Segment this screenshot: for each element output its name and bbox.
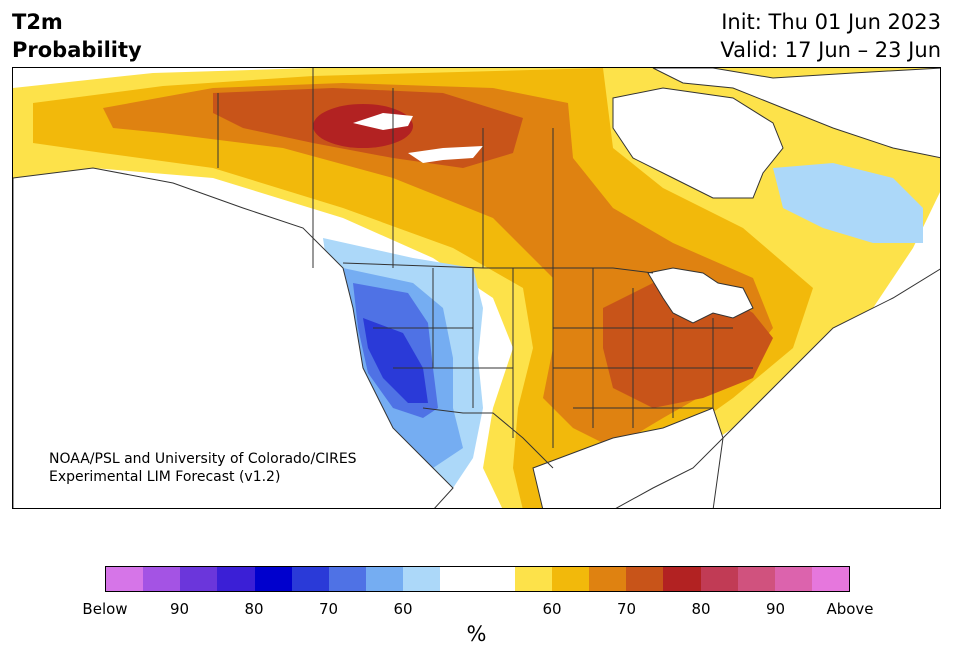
init-date: Init: Thu 01 Jun 2023 [721,10,941,34]
colorbar-swatch [774,567,812,591]
state-lines-west [373,268,514,438]
arctic-islands [652,68,940,159]
credit-text: NOAA/PSL and University of Colorado/CIRE… [49,450,357,486]
colorbar-swatch [626,567,664,591]
forecast-map [12,67,941,509]
credit-line-1: NOAA/PSL and University of Colorado/CIRE… [49,451,357,467]
state-lines-east [552,268,753,448]
colorbar-swatch [254,567,292,591]
colorbar-tick-label: 70 [616,600,637,618]
atlantic-ocean [712,268,940,508]
map-title: T2m Probability [12,8,142,64]
colorbar-tick-label: 60 [542,600,562,618]
colorbar-swatch [217,567,255,591]
mexico-border [422,407,554,469]
colorbar-tick-label: Above [826,600,874,618]
colorbar-tick-label: 80 [691,600,711,618]
great-slave-lake [408,146,483,163]
variable-label: T2m [12,10,63,34]
colorbar [105,566,850,592]
province-lines [312,68,554,268]
colorbar-swatch [551,567,590,591]
subtitle-label: Probability [12,38,142,62]
cold-region-stronger [363,318,428,403]
colorbar-tick-label: 80 [244,600,264,618]
colorbar-swatch [663,567,701,591]
colorbar-swatch [514,567,552,591]
colorbar-swatch [737,567,775,591]
colorbar-swatch [811,567,850,591]
colorbar-swatch [291,567,329,591]
great-lakes [647,267,754,324]
colorbar-swatch [440,567,478,591]
colorbar-tick-label: 70 [318,600,339,618]
colorbar-tick-labels: Below 90 80 70 60 60 70 80 90 Above [82,600,873,618]
colorbar-swatch [106,567,144,591]
probability-map-svg [13,68,940,508]
colorbar-swatch [589,567,627,591]
colorbar-swatch [328,567,367,591]
pacific-ocean [13,167,454,508]
colorbar-swatch [180,567,218,591]
valid-range: Valid: 17 Jun – 23 Jun [720,38,941,62]
colorbar-swatch [700,567,738,591]
colorbar-swatch [477,567,515,591]
date-info: Init: Thu 01 Jun 2023 Valid: 17 Jun – 23… [720,8,941,64]
political-borders [217,68,753,469]
colorbar-swatch [403,567,441,591]
colorbar-unit: % [466,622,487,646]
colorbar-tick-label: 60 [393,600,413,618]
colorbar-swatch [366,567,404,591]
great-bear-lake [353,113,413,130]
colorbar-swatch [143,567,181,591]
colorbar-tick-label: Below [82,600,128,618]
cold-region-northeast [773,163,923,243]
hudson-bay [612,87,784,199]
colorbar-tick-label: 90 [765,600,786,618]
credit-line-2: Experimental LIM Forecast (v1.2) [49,469,281,485]
colorbar-tick-label: 90 [169,600,190,618]
